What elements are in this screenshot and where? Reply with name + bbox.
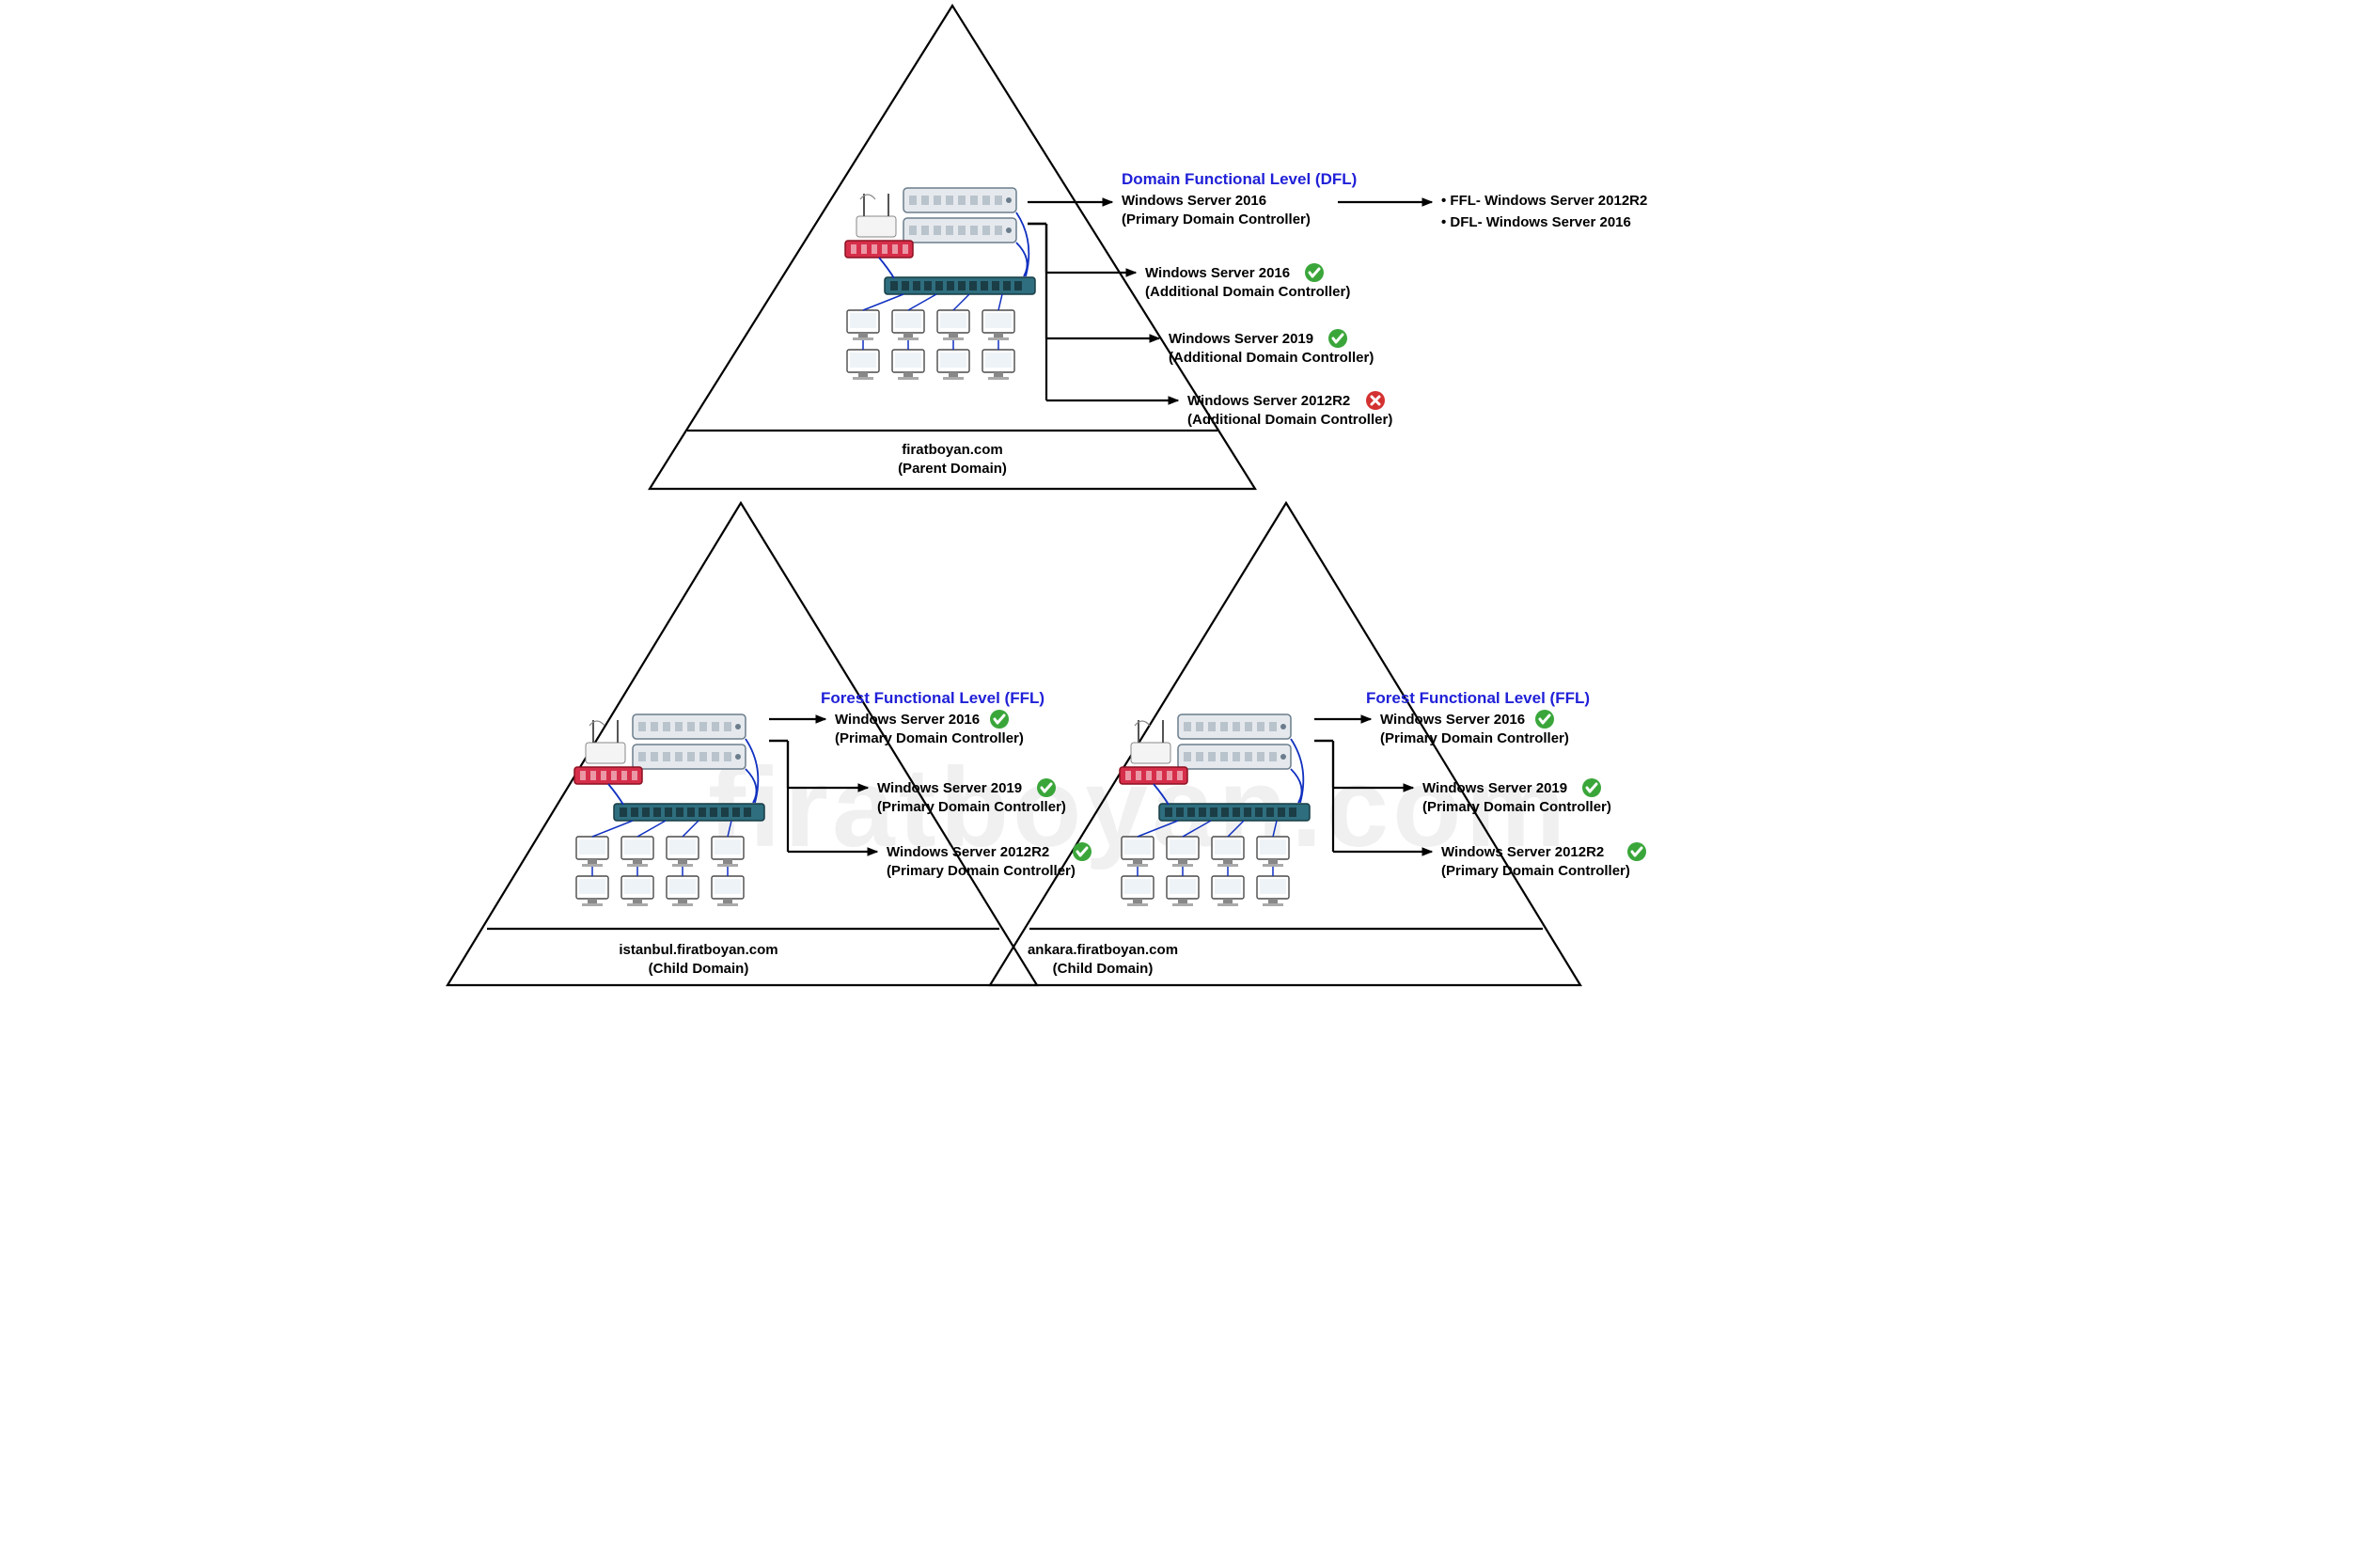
right-srv0-role: (Primary Domain Controller) bbox=[1380, 730, 1569, 748]
dfl-line: • DFL- Windows Server 2016 bbox=[1441, 214, 1631, 232]
right-domain-role: (Child Domain) bbox=[981, 961, 1225, 979]
left-srv1-role: (Primary Domain Controller) bbox=[877, 799, 1066, 817]
top-srv1-name: Windows Server 2016 bbox=[1145, 265, 1290, 283]
left-srv2-role: (Primary Domain Controller) bbox=[887, 863, 1076, 881]
left-srv0-name: Windows Server 2016 bbox=[835, 712, 980, 729]
left-domain-role: (Child Domain) bbox=[576, 961, 821, 979]
right-srv2-role: (Primary Domain Controller) bbox=[1441, 863, 1630, 881]
top-srv3-name: Windows Server 2012R2 bbox=[1187, 393, 1350, 411]
left-srv0-role: (Primary Domain Controller) bbox=[835, 730, 1024, 748]
right-srv0-name: Windows Server 2016 bbox=[1380, 712, 1525, 729]
left-srv2-name: Windows Server 2012R2 bbox=[887, 844, 1049, 862]
left-domain-name: istanbul.firatboyan.com bbox=[576, 942, 821, 960]
diagram-svg bbox=[445, 0, 1911, 996]
right-heading: Forest Functional Level (FFL) bbox=[1366, 688, 1590, 708]
right-domain-name: ankara.firatboyan.com bbox=[981, 942, 1225, 960]
right-srv1-role: (Primary Domain Controller) bbox=[1422, 799, 1611, 817]
top-srv0-name: Windows Server 2016 bbox=[1122, 193, 1266, 211]
top-srv3-role: (Additional Domain Controller) bbox=[1187, 412, 1392, 430]
top-srv0-role: (Primary Domain Controller) bbox=[1122, 212, 1311, 229]
top-srv1-role: (Additional Domain Controller) bbox=[1145, 284, 1350, 302]
top-domain-role: (Parent Domain) bbox=[872, 461, 1032, 478]
top-srv2-name: Windows Server 2019 bbox=[1169, 331, 1313, 349]
left-srv1-name: Windows Server 2019 bbox=[877, 780, 1022, 798]
ffl-line: • FFL- Windows Server 2012R2 bbox=[1441, 193, 1647, 211]
top-srv2-role: (Additional Domain Controller) bbox=[1169, 350, 1374, 368]
top-domain-name: firatboyan.com bbox=[872, 442, 1032, 460]
diagram-canvas: firatboyan.com Domain Functional Level (… bbox=[445, 0, 1911, 996]
right-srv1-name: Windows Server 2019 bbox=[1422, 780, 1567, 798]
left-heading: Forest Functional Level (FFL) bbox=[821, 688, 1044, 708]
top-heading: Domain Functional Level (DFL) bbox=[1122, 169, 1357, 189]
right-srv2-name: Windows Server 2012R2 bbox=[1441, 844, 1604, 862]
